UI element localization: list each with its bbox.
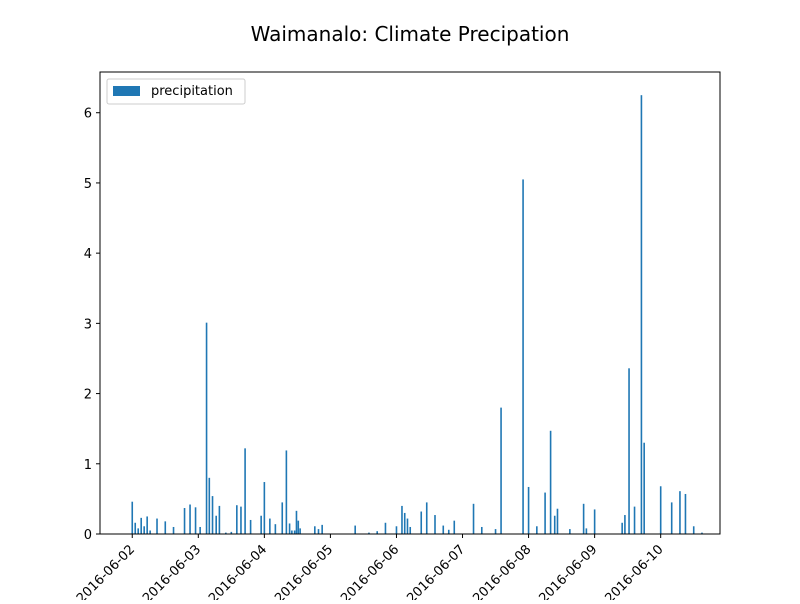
precipitation-bar [291,530,293,534]
legend[interactable]: precipitation [106,78,246,105]
y-tick-label: 6 [84,107,92,122]
y-tick-label: 0 [84,528,92,543]
precipitation-bar [593,509,596,534]
precipitation-bar [569,529,571,534]
y-tick-label: 5 [84,177,92,192]
precipitation-bar [536,526,538,534]
precipitation-bar [633,506,636,534]
precipitation-bar [403,512,406,534]
legend-swatch [113,86,140,96]
precipitation-bar [236,505,238,534]
precipitation-bar [218,505,221,534]
precipitation-bar [240,506,242,534]
precipitation-bar [401,505,403,534]
precipitation-bar [260,515,262,534]
precipitation-bar [368,532,370,534]
y-axis: 0 1 2 3 4 5 6 [84,107,100,543]
precipitation-bar [376,531,378,534]
precipitation-bar [384,522,387,534]
precipitation-bar [409,526,412,534]
precipitation-bar [189,504,191,534]
precipitation-bar [208,477,211,534]
precipitation-bar [183,508,186,534]
precipitation-bar [225,532,227,534]
chart-title: Waimanalo: Climate Precipation [251,22,570,46]
precipitation-bar [172,526,175,534]
precipitation-bar [544,492,546,534]
precipitation-bar [434,515,436,534]
precipitation-bar [453,520,456,534]
precipitation-bar [285,450,288,534]
precipitation-bar [553,515,556,534]
precipitation-bar [628,368,630,534]
precipitation-bar [230,531,233,534]
precipitation-bar [442,525,445,534]
precipitation-bar [582,503,585,534]
precipitation-bar [269,518,271,534]
precipitation-bar [321,524,323,534]
precipitation-bar [556,508,559,534]
precipitation-bar [701,532,703,534]
precipitation-bar [679,491,681,534]
legend-label: precipitation [151,84,233,99]
precipitation-bar [640,95,643,535]
precipitation-bar [293,530,296,534]
precipitation-bar [395,526,398,534]
precipitation-bar [134,522,137,534]
precipitation-bar [263,482,266,534]
precipitation-bar [643,442,645,534]
precipitation-bar [149,530,151,534]
y-tick-label: 3 [84,317,92,332]
precipitation-bar [295,510,298,534]
plot-frame [99,71,721,535]
precipitation-bar [522,179,524,534]
precipitation-bar [527,486,530,534]
precipitation-bar [199,526,201,534]
precipitation-bar [140,517,142,534]
precipitation-bar [137,528,140,534]
precipitation-bar [146,516,148,534]
precipitation-bar [420,511,423,534]
precipitation-bar [494,529,497,534]
precipitation-bar [215,515,217,534]
precipitation-bar [164,521,167,534]
precipitation-bar [274,524,277,534]
precipitation-bar [354,525,356,534]
legend-box [106,78,246,105]
precipitation-bar [480,526,483,534]
precipitation-bar [314,526,316,534]
precipitation-bar [447,529,450,534]
precipitation-bar [659,486,662,534]
y-tick-label: 1 [84,458,92,473]
precipitation-bar [585,528,588,534]
precipitation-bar [131,501,134,534]
precipitation-bar [692,526,695,534]
precipitation-bar [244,448,246,534]
precipitation-bar [425,502,428,534]
precipitation-bar [621,522,623,534]
precipitation-bar [500,407,502,534]
precipitation-bar [406,518,409,534]
precipitation-bar [317,529,320,534]
bars-group [131,95,703,535]
y-tick-label: 4 [84,247,92,262]
precipitation-bar [472,503,475,534]
precipitation-bar [249,519,252,534]
precipitation-bar [549,430,552,534]
precipitation-bar [297,520,300,534]
precipitation-bar [194,507,197,534]
precipitation-bar [670,502,673,534]
precipitation-bar [684,493,687,534]
y-tick-label: 2 [84,388,92,403]
precipitation-bar [288,523,291,534]
precipitation-bar [143,526,145,534]
precipitation-bar [624,515,626,534]
precipitation-bar [299,528,301,534]
precipitation-bar [281,502,284,534]
precipitation-bar [156,518,158,534]
precipitation-bar [211,496,214,534]
precipitation-bar [205,322,208,534]
